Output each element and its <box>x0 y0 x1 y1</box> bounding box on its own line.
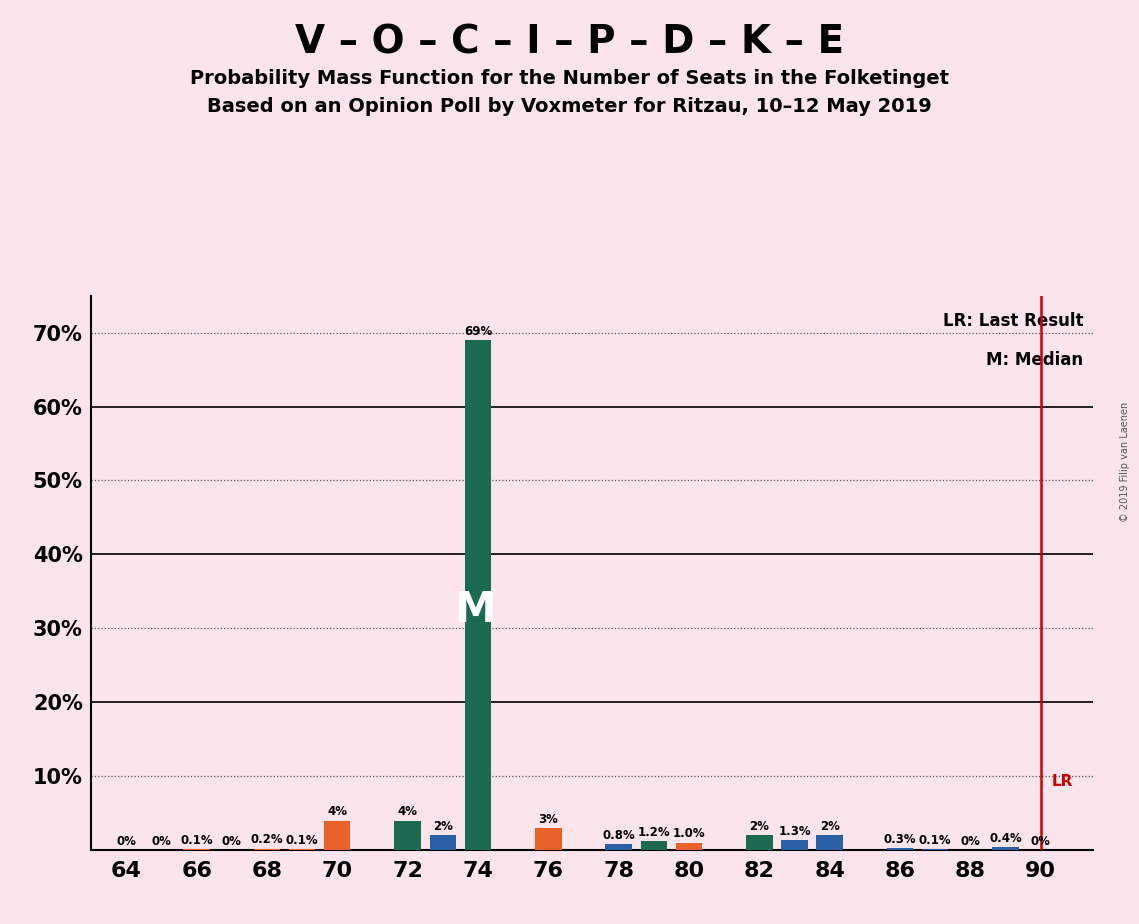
Bar <box>781 841 808 850</box>
Text: 0.1%: 0.1% <box>286 834 319 847</box>
Text: 0%: 0% <box>1031 835 1050 848</box>
Text: LR: Last Result: LR: Last Result <box>943 312 1083 330</box>
Text: 0.1%: 0.1% <box>919 834 951 847</box>
Text: LR: LR <box>1051 773 1073 789</box>
Text: 1.2%: 1.2% <box>638 826 670 839</box>
Text: 4%: 4% <box>398 806 418 819</box>
Text: 0%: 0% <box>222 835 241 848</box>
Bar <box>640 841 667 850</box>
Text: 0.3%: 0.3% <box>884 833 916 845</box>
Bar <box>817 835 843 850</box>
Bar <box>992 847 1018 850</box>
Bar <box>394 821 420 850</box>
Text: 4%: 4% <box>327 806 347 819</box>
Text: 0%: 0% <box>960 835 981 848</box>
Text: 1.0%: 1.0% <box>673 828 705 841</box>
Bar <box>675 843 702 850</box>
Text: 3%: 3% <box>539 813 558 826</box>
Bar <box>746 835 772 850</box>
Text: 0.8%: 0.8% <box>603 829 636 842</box>
Text: 0%: 0% <box>116 835 137 848</box>
Bar <box>254 848 280 850</box>
Text: 0.2%: 0.2% <box>251 833 284 846</box>
Text: V – O – C – I – P – D – K – E: V – O – C – I – P – D – K – E <box>295 23 844 61</box>
Bar <box>887 848 913 850</box>
Text: 2%: 2% <box>433 821 452 833</box>
Text: 0%: 0% <box>151 835 171 848</box>
Text: 69%: 69% <box>464 325 492 338</box>
Bar <box>606 845 632 850</box>
Text: © 2019 Filip van Laenen: © 2019 Filip van Laenen <box>1120 402 1130 522</box>
Bar <box>535 828 562 850</box>
Bar <box>429 835 456 850</box>
Bar <box>465 340 491 850</box>
Text: 2%: 2% <box>820 821 839 833</box>
Text: 0.4%: 0.4% <box>989 832 1022 845</box>
Text: Based on an Opinion Poll by Voxmeter for Ritzau, 10–12 May 2019: Based on an Opinion Poll by Voxmeter for… <box>207 97 932 116</box>
Text: M: M <box>453 590 495 631</box>
Text: 0.1%: 0.1% <box>180 834 213 847</box>
Text: M: Median: M: Median <box>986 351 1083 369</box>
Text: Probability Mass Function for the Number of Seats in the Folketinget: Probability Mass Function for the Number… <box>190 69 949 89</box>
Text: 1.3%: 1.3% <box>778 825 811 838</box>
Bar <box>325 821 351 850</box>
Text: 2%: 2% <box>749 821 769 833</box>
